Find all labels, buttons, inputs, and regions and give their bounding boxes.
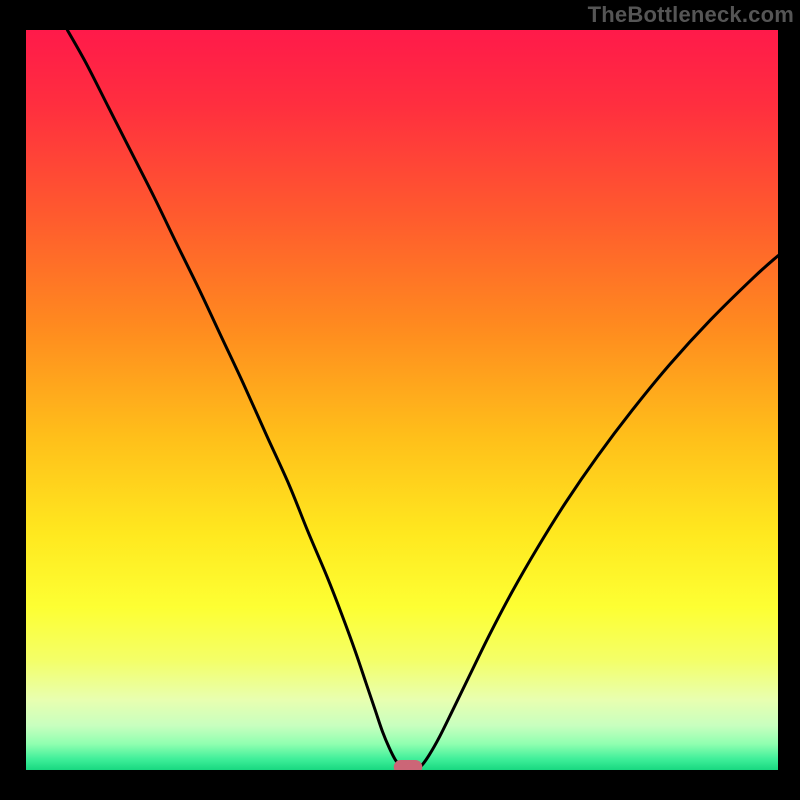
- plot-area: [26, 30, 778, 770]
- plot-background-gradient: [26, 30, 778, 770]
- watermark-text: TheBottleneck.com: [588, 2, 794, 28]
